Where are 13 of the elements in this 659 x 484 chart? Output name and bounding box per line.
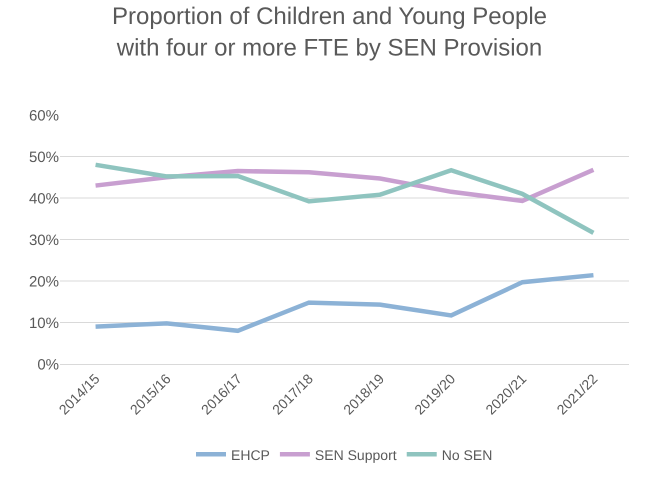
legend-label: SEN Support — [314, 446, 397, 463]
legend-label: EHCP — [231, 446, 270, 463]
y-tick-label: 40% — [28, 190, 59, 208]
y-tick-label: 10% — [28, 314, 59, 332]
chart-title: Proportion of Children and Young People with four or more FTE by SEN Provision — [112, 3, 547, 62]
line-series — [93, 272, 596, 334]
y-tick-label: 30% — [28, 232, 59, 249]
y-tick-label: 20% — [28, 273, 59, 290]
y-tick-label: 60% — [28, 107, 59, 124]
y-tick-label: 50% — [28, 148, 59, 166]
y-tick-label: 0% — [37, 356, 59, 374]
line-series — [93, 162, 596, 236]
legend-label: No SEN — [442, 446, 492, 463]
